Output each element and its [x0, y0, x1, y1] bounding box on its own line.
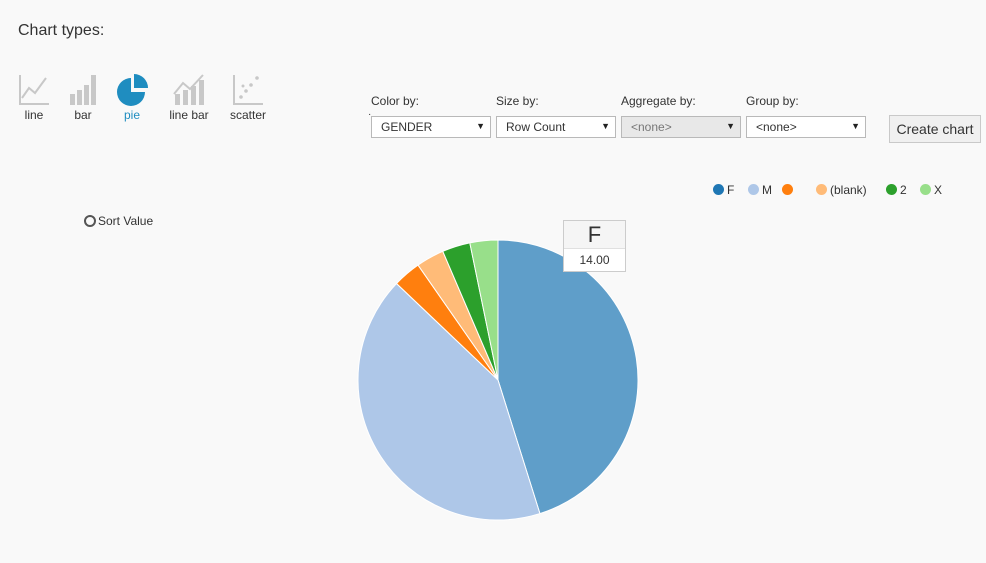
legend-item[interactable]: M: [748, 183, 772, 197]
aggregate-by-value: <none>: [631, 120, 672, 134]
size-by-select[interactable]: Row Count ▼: [496, 116, 616, 138]
dropdown-arrow-icon: ▼: [601, 121, 610, 131]
chart-type-scatter[interactable]: scatter: [226, 72, 270, 122]
legend-item[interactable]: 2: [886, 183, 907, 197]
pie-slice[interactable]: [469, 239, 499, 381]
radio-icon: [84, 215, 96, 227]
legend-label: F: [727, 183, 735, 197]
legend-item[interactable]: [782, 183, 796, 197]
pie-chart-icon: [117, 74, 148, 106]
pie-slice[interactable]: [497, 239, 639, 515]
legend-swatch: [886, 184, 897, 195]
legend-swatch: [713, 184, 724, 195]
dropdown-arrow-icon: ▼: [726, 121, 735, 131]
chart-types-title: Chart types:: [18, 22, 105, 39]
color-by-select[interactable]: GENDER ▼: [371, 116, 491, 138]
line-bar-chart-icon: [173, 74, 204, 105]
pie-slice[interactable]: [357, 282, 541, 521]
legend-swatch: [920, 184, 931, 195]
aggregate-by-control: Aggregate by: <none> ▼: [621, 94, 741, 138]
legend-swatch: [782, 184, 793, 195]
pie-chart: [357, 239, 639, 521]
chart-type-line[interactable]: line: [16, 72, 52, 122]
size-by-label: Size by:: [496, 94, 539, 108]
group-by-select[interactable]: <none> ▼: [746, 116, 866, 138]
chart-type-pie[interactable]: pie: [114, 72, 150, 122]
chart-tooltip: F 14.00: [563, 220, 626, 272]
line-chart-icon: [19, 75, 49, 105]
tooltip-category: F: [564, 221, 625, 249]
size-by-control: Size by: Row Count ▼: [496, 94, 616, 138]
aggregate-by-label: Aggregate by:: [621, 94, 696, 108]
dropdown-arrow-icon: ▼: [851, 121, 860, 131]
create-chart-button[interactable]: Create chart: [889, 115, 981, 143]
chart-type-pie-label: pie: [123, 108, 140, 122]
legend-item[interactable]: F: [713, 183, 734, 197]
chart-type-bar[interactable]: bar: [65, 72, 101, 122]
color-by-control: Color by: GENDER ▼: [371, 94, 491, 138]
legend-item[interactable]: X: [920, 183, 942, 197]
legend-label: 2: [900, 183, 907, 197]
group-by-label: Group by:: [746, 94, 799, 108]
sort-value-toggle[interactable]: Sort Value: [84, 214, 153, 228]
legend-swatch: [816, 184, 827, 195]
decorative-dot: ·: [368, 109, 372, 120]
legend-label: X: [934, 183, 943, 197]
chart-type-scatter-label: scatter: [229, 108, 266, 122]
chart-type-bar-label: bar: [74, 108, 92, 122]
legend-label: M: [762, 183, 772, 197]
legend-item[interactable]: (blank): [816, 183, 867, 197]
group-by-value: <none>: [756, 120, 797, 134]
tooltip-value: 14.00: [579, 253, 610, 267]
aggregate-by-select[interactable]: <none> ▼: [621, 116, 741, 138]
dropdown-arrow-icon: ▼: [476, 121, 485, 131]
chart-type-line-label: line: [24, 108, 44, 122]
color-by-label: Color by:: [371, 94, 420, 108]
sort-value-label: Sort Value: [98, 214, 154, 228]
legend-label: (blank): [830, 183, 867, 197]
chart-type-line-bar-label: line bar: [169, 108, 209, 122]
scatter-chart-icon: [233, 75, 263, 105]
bar-chart-icon: [70, 75, 96, 105]
chart-type-line-bar[interactable]: line bar: [166, 72, 212, 122]
size-by-value: Row Count: [506, 120, 566, 134]
color-by-value: GENDER: [381, 120, 433, 134]
group-by-control: Group by: <none> ▼: [746, 94, 866, 138]
legend-swatch: [748, 184, 759, 195]
